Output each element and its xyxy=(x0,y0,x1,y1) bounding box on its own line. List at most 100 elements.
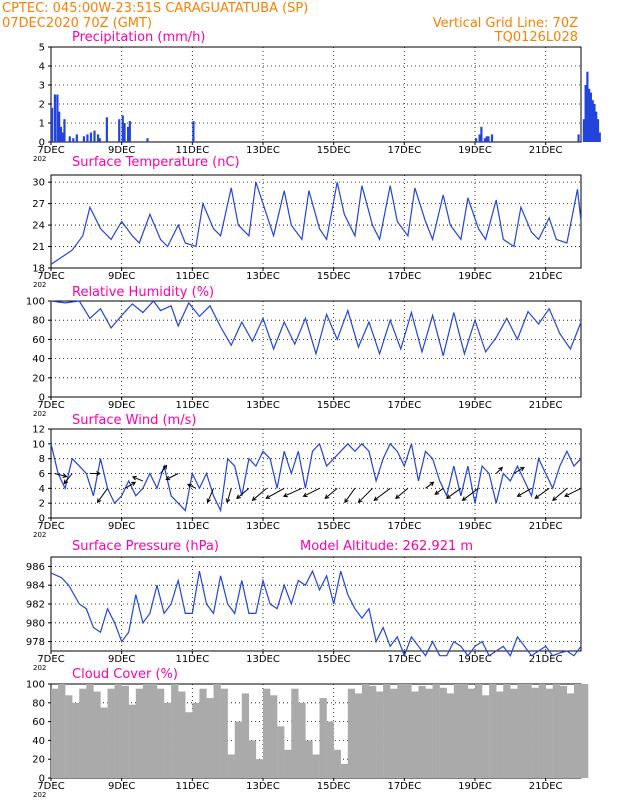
precipitation-bar xyxy=(98,138,101,142)
precipitation-x-tick-label: 21DEC xyxy=(529,145,563,156)
cloud-cover-x-tick-label: 19DEC xyxy=(458,781,492,792)
precipitation-y-tick-label: 2 xyxy=(39,100,45,111)
precipitation-bar xyxy=(89,132,93,142)
precipitation-x-tick-label: 11DEC xyxy=(175,145,209,156)
wind-vector xyxy=(462,487,479,501)
precipitation-bar xyxy=(480,126,483,142)
cloud-cover-bar xyxy=(65,695,73,778)
cloud-cover-bar xyxy=(460,684,469,778)
precipitation-bar xyxy=(475,138,478,142)
precipitation-bar xyxy=(192,121,195,142)
wind-vector xyxy=(160,465,167,474)
wind-vector-head xyxy=(165,475,171,481)
humidity-x-year-stub: 202 xyxy=(33,410,46,418)
wind-vector xyxy=(425,481,434,489)
wind-vector xyxy=(395,487,409,499)
cloud-cover-bar xyxy=(128,704,137,778)
wind-vector xyxy=(358,487,373,503)
wind-vector-head xyxy=(516,492,522,497)
cloud-cover-bar xyxy=(93,691,101,778)
precipitation-x-tick-label: 19DEC xyxy=(458,145,492,156)
wind-vector-head xyxy=(461,496,467,501)
cloud-cover-bar xyxy=(390,688,398,778)
precipitation-y-tick-label: 3 xyxy=(39,81,45,92)
temperature-x-tick-label: 9DEC xyxy=(108,271,135,282)
pressure-x-tick-label: 15DEC xyxy=(317,654,351,665)
wind-x-tick-label: 9DEC xyxy=(108,521,135,532)
cloud-cover-bar xyxy=(241,693,250,778)
precipitation-bar xyxy=(485,136,488,142)
temperature-panel: Surface Temperature (nC) 7DEC 9DEC 11DEC 13… xyxy=(32,155,582,289)
cloud-cover-y-tick-label: 40 xyxy=(32,736,45,747)
pressure-x-tick-label: 11DEC xyxy=(175,654,209,665)
humidity-x-tick-label: 15DEC xyxy=(317,400,351,411)
wind-vector-head xyxy=(96,498,102,504)
temperature-y-tick-label: 24 xyxy=(32,221,45,232)
wind-vector xyxy=(283,487,303,497)
wind-series-line xyxy=(50,442,582,513)
wind-vector xyxy=(446,487,462,499)
cloud-cover-bar xyxy=(319,698,327,778)
temperature-frame xyxy=(50,174,582,269)
precipitation-x-tick-label: 15DEC xyxy=(317,145,351,156)
cloud-cover-bar xyxy=(361,684,370,778)
cloud-cover-bar xyxy=(291,688,299,778)
humidity-x-tick-label: 19DEC xyxy=(458,400,492,411)
wind-vector xyxy=(534,487,550,499)
pressure-y-tick-label: 980 xyxy=(26,618,45,629)
wind-vector xyxy=(265,487,285,499)
wind-vector-head xyxy=(302,492,308,497)
cloud-cover-bar xyxy=(270,695,278,778)
cloud-cover-bar xyxy=(489,684,497,778)
cloud-cover-bar xyxy=(446,693,455,778)
wind-vector-head xyxy=(96,471,101,476)
header-model-id: TQ0126L028 xyxy=(494,30,578,45)
precipitation-frame xyxy=(50,46,582,143)
wind-vector-head xyxy=(186,483,192,488)
cloud-cover-bar xyxy=(312,754,320,778)
precipitation-bar xyxy=(121,115,124,142)
cloud-cover-bar xyxy=(376,691,384,778)
precipitation-bar xyxy=(582,119,585,142)
precipitation-x-tick-label: 17DEC xyxy=(387,145,421,156)
wind-vector xyxy=(495,467,503,474)
wind-vector-head xyxy=(63,479,69,485)
header-run-date: 07DEC2020 70Z (GMT) xyxy=(2,16,152,31)
humidity-series-line xyxy=(50,300,582,356)
humidity-x-tick-label: 9DEC xyxy=(108,400,135,411)
cloud-cover-bar xyxy=(538,684,546,778)
wind-vector-head xyxy=(225,498,231,504)
humidity-frame xyxy=(50,300,582,398)
cloud-cover-bar xyxy=(425,688,433,778)
cloud-cover-bar xyxy=(227,754,235,778)
precipitation-bar xyxy=(588,88,591,142)
cloud-cover-bar xyxy=(566,693,575,778)
cloud-cover-bar xyxy=(178,691,186,778)
wind-y-tick-label: 12 xyxy=(32,425,45,436)
wind-vector-head xyxy=(282,492,288,498)
precipitation-bar xyxy=(105,117,108,142)
wind-vector xyxy=(517,487,532,497)
wind-vector-head xyxy=(251,496,257,501)
cloud-cover-bar xyxy=(51,688,59,778)
wind-x-tick-label: 13DEC xyxy=(246,521,280,532)
precipitation-bar xyxy=(584,85,587,142)
wind-vector-head xyxy=(534,494,540,499)
wind-vector xyxy=(226,488,232,503)
precipitation-bar xyxy=(63,119,66,142)
cloud-cover-bar xyxy=(114,684,122,778)
cloud-cover-bar xyxy=(298,702,306,778)
cloud-cover-bar xyxy=(581,684,589,778)
wind-y-tick-label: 8 xyxy=(39,454,45,465)
precipitation-bar xyxy=(82,136,85,142)
humidity-panel: Relative Humidity (%) 7DEC 9DEC 11DEC 13DEC… xyxy=(26,285,582,418)
humidity-y-tick-label: 100 xyxy=(26,297,45,308)
cloud-cover-bar xyxy=(135,688,144,778)
cloud-cover-y-tick-label: 20 xyxy=(32,755,45,766)
cloud-cover-bar xyxy=(171,684,179,778)
cloud-cover-bar xyxy=(333,749,341,778)
wind-vector-head xyxy=(162,464,168,470)
precipitation-bar xyxy=(123,123,126,142)
temperature-title: Surface Temperature (nC) xyxy=(72,155,240,170)
